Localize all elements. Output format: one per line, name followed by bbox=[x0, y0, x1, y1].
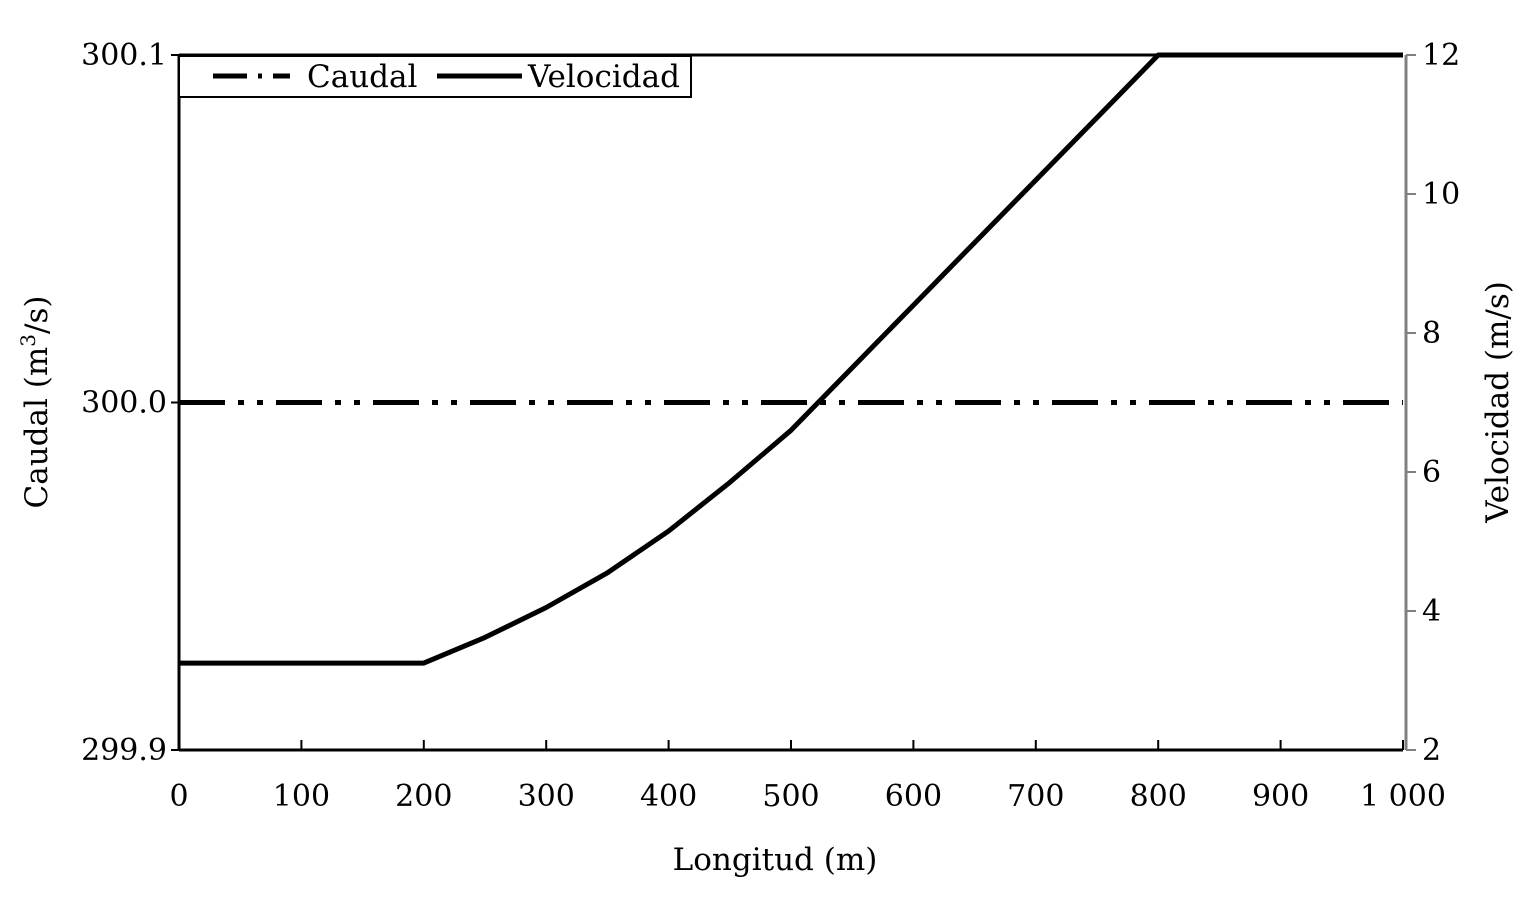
series-line-velocidad bbox=[179, 52, 1403, 666]
x-tick-label: 200 bbox=[395, 779, 452, 814]
y-right-tick-label: 10 bbox=[1422, 177, 1460, 212]
legend-label-caudal: Caudal bbox=[307, 59, 417, 95]
y-left-axis-title-main: Caudal (m bbox=[19, 347, 55, 509]
x-tick-label: 100 bbox=[273, 779, 330, 814]
x-tick-label: 1 000 bbox=[1360, 779, 1446, 814]
y-left-tick-label: 299.9 bbox=[81, 733, 167, 768]
y-right-tick-label: 8 bbox=[1422, 316, 1441, 351]
y-left-axis-title: Caudal (m3/s) bbox=[16, 296, 55, 509]
x-tick-label: 400 bbox=[640, 779, 697, 814]
x-tick-label: 900 bbox=[1252, 779, 1309, 814]
y-left-axis-title-end: /s) bbox=[19, 296, 55, 334]
x-axis-title: Longitud (m) bbox=[673, 842, 878, 878]
x-tick-label: 600 bbox=[885, 779, 942, 814]
y-right-tick-label: 12 bbox=[1422, 38, 1460, 73]
legend: Caudal Velocidad bbox=[178, 55, 692, 98]
x-tick-label: 500 bbox=[762, 779, 819, 814]
y-left-axis-title-superscript: 3 bbox=[16, 334, 40, 347]
y-left-tick-label: 300.1 bbox=[81, 38, 167, 73]
legend-label-velocidad: Velocidad bbox=[527, 59, 680, 95]
x-tick-label: 800 bbox=[1130, 779, 1187, 814]
x-tick-label: 300 bbox=[518, 779, 575, 814]
y-left-tick-label: 300.0 bbox=[81, 386, 167, 421]
y-right-tick-label: 2 bbox=[1422, 733, 1441, 768]
y-right-tick-label: 6 bbox=[1422, 455, 1441, 490]
y-right-tick-label: 4 bbox=[1422, 594, 1441, 629]
x-tick-label: 0 bbox=[169, 779, 188, 814]
x-tick-label: 700 bbox=[1007, 779, 1064, 814]
legend-box bbox=[178, 55, 692, 98]
y-right-axis-title: Velocidad (m/s) bbox=[1480, 281, 1516, 524]
